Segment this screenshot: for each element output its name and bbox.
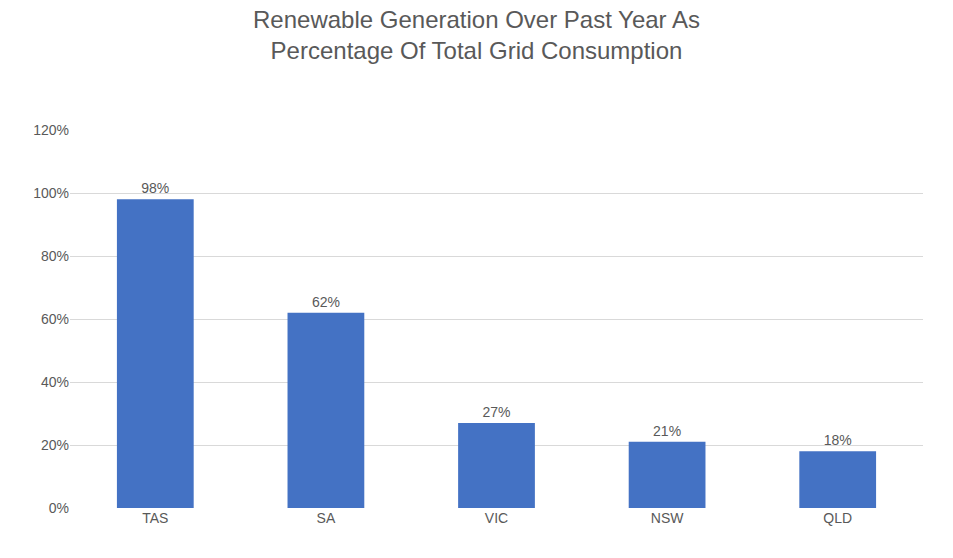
svg-text:20%: 20% xyxy=(41,437,69,453)
svg-text:QLD: QLD xyxy=(823,510,852,526)
svg-text:VIC: VIC xyxy=(485,510,508,526)
svg-text:120%: 120% xyxy=(33,122,69,138)
svg-text:0%: 0% xyxy=(49,500,69,516)
svg-text:80%: 80% xyxy=(41,248,69,264)
svg-text:TAS: TAS xyxy=(142,510,168,526)
svg-text:18%: 18% xyxy=(824,432,852,448)
svg-text:40%: 40% xyxy=(41,374,69,390)
svg-text:100%: 100% xyxy=(33,185,69,201)
svg-text:21%: 21% xyxy=(653,423,681,439)
svg-text:SA: SA xyxy=(317,510,336,526)
svg-text:27%: 27% xyxy=(482,404,510,420)
svg-text:Renewable Generation Over Past: Renewable Generation Over Past Year AsPe… xyxy=(253,6,700,64)
svg-text:NSW: NSW xyxy=(651,510,684,526)
svg-text:62%: 62% xyxy=(312,294,340,310)
svg-text:60%: 60% xyxy=(41,311,69,327)
svg-text:98%: 98% xyxy=(141,180,169,196)
